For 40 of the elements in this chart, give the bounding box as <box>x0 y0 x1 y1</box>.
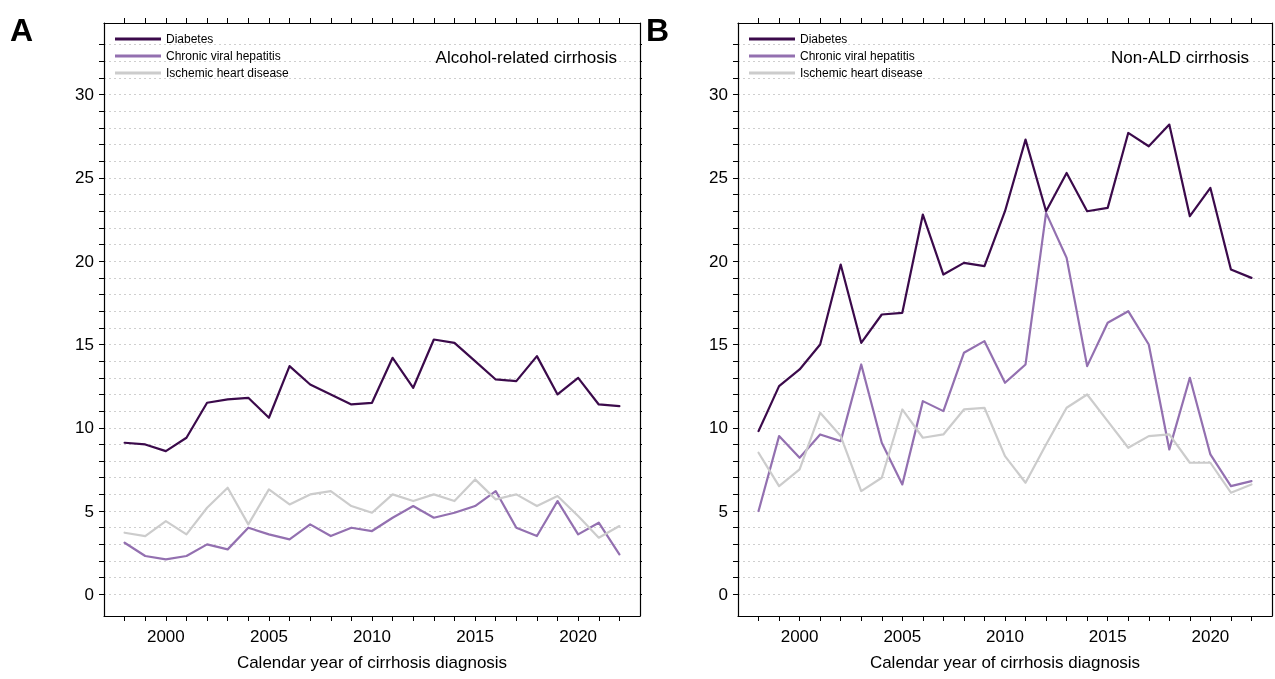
y-tick-label: 25 <box>709 168 728 188</box>
y-tick-label: 10 <box>709 418 728 438</box>
y-tick-label: 5 <box>84 501 94 521</box>
x-tick-label: 2005 <box>250 627 288 646</box>
text: B <box>646 12 670 48</box>
x-tick-label: 2000 <box>146 627 185 646</box>
y-tick-label: 20 <box>709 251 728 271</box>
y-tick-label: 15 <box>709 334 728 354</box>
text: Alcohol-related cirrhosis <box>435 48 617 67</box>
line-series <box>757 211 1253 513</box>
y-tick-label: 30 <box>75 85 94 105</box>
line-series <box>123 489 621 561</box>
y-tick-label: 0 <box>718 584 728 604</box>
x-tick-label: 2010 <box>986 627 1024 646</box>
x-tick-label: 2015 <box>1088 627 1127 646</box>
y-tick-label: 25 <box>75 168 94 188</box>
legend-label: Chronic viral hepatitis <box>800 49 915 63</box>
x-tick-label: 2020 <box>1191 627 1230 646</box>
y-tick-label: 15 <box>75 334 94 354</box>
y-tick-label: 20 <box>75 251 94 271</box>
x-tick-label: 2015 <box>456 627 494 646</box>
y-tick-label: 10 <box>75 418 94 438</box>
x-tick-label: 2010 <box>353 627 391 646</box>
x-tick-label: 2020 <box>559 627 598 646</box>
legend-label: Diabetes <box>166 32 214 46</box>
legend-label: Diabetes <box>800 32 848 46</box>
line-series <box>123 338 621 453</box>
x-axis-title: Calendar year of cirrhosis diagnosis <box>236 653 508 672</box>
x-axis-title: Calendar year of cirrhosis diagnosis <box>869 653 1141 672</box>
text: Non-ALD cirrhosis <box>1111 48 1250 67</box>
legend-label: Ischemic heart disease <box>166 66 290 80</box>
x-tick-label: 2000 <box>780 627 819 646</box>
y-tick-label: 5 <box>718 501 728 521</box>
line-series <box>757 123 1253 433</box>
y-tick-label: 0 <box>84 584 94 604</box>
legend-label: Chronic viral hepatitis <box>166 49 281 63</box>
legend-label: Ischemic heart disease <box>800 66 924 80</box>
y-tick-label: 30 <box>709 85 728 105</box>
x-tick-label: 2005 <box>883 627 922 646</box>
text: A <box>10 12 34 48</box>
